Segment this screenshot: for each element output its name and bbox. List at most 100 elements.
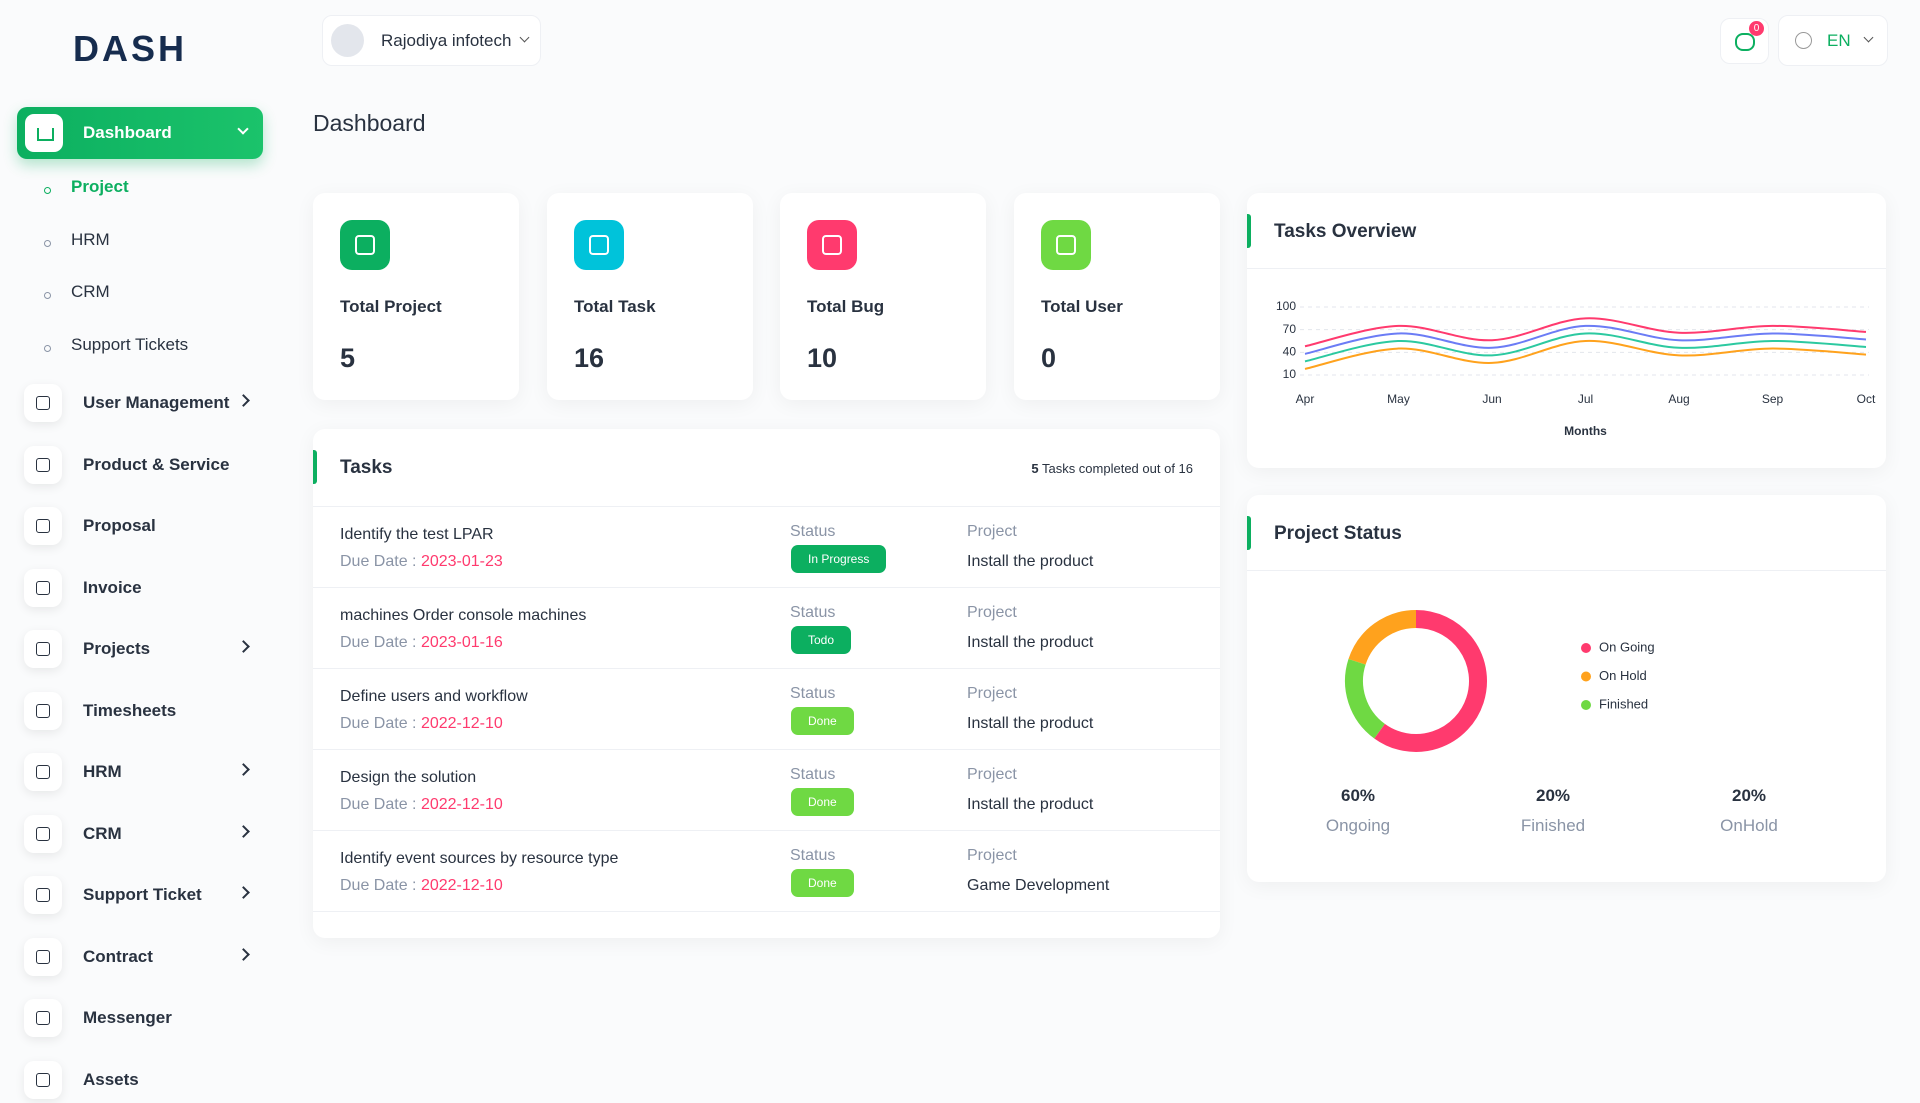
chevron	[237, 394, 250, 407]
project-label: Project	[967, 685, 1017, 702]
project-name: Install the product	[967, 715, 1094, 732]
divider	[313, 506, 1220, 507]
menu-item[interactable]: Contract	[0, 936, 260, 980]
chat-icon	[1735, 33, 1755, 51]
due-line: Due Date : 2023-01-16	[340, 634, 503, 652]
logo[interactable]: DASH	[73, 28, 188, 69]
icon	[36, 888, 50, 902]
stat-label: Total Project	[340, 297, 442, 316]
submenu-item[interactable]: CRM	[71, 282, 110, 302]
due-date: 2022-12-10	[420, 715, 503, 732]
user-dropdown[interactable]: Rajodiya infotech	[322, 15, 541, 66]
menu-label: Proposal	[83, 516, 156, 535]
due-label: Due Date :	[340, 553, 417, 570]
stat-card: Total User 0	[1014, 193, 1220, 400]
notification-button[interactable]: 0	[1720, 18, 1769, 64]
card-title: Tasks	[340, 457, 393, 478]
stat-card: Total Project 5	[313, 193, 519, 400]
card-title: Project Status	[1274, 523, 1402, 544]
menu-label: CRM	[83, 823, 122, 843]
icon	[36, 826, 50, 841]
icon	[36, 457, 50, 472]
icon-box	[25, 114, 63, 152]
menu-label: Contract	[83, 946, 153, 966]
status-label: Status	[790, 604, 836, 621]
project-label: Project	[967, 847, 1017, 864]
icon-box	[24, 937, 62, 976]
menu-label: Support Ticket	[83, 885, 202, 904]
menu-item[interactable]: Timesheets	[0, 690, 260, 734]
icon	[36, 765, 50, 779]
summary-percent: 20%	[1731, 786, 1767, 805]
submenu-item[interactable]: HRM	[71, 229, 110, 249]
chevron	[237, 763, 250, 776]
menu-item[interactable]: Support Ticket	[0, 874, 260, 918]
icon	[36, 949, 50, 964]
icon-box	[24, 753, 62, 791]
submenu-dot	[44, 239, 51, 247]
due-date: 2022-12-10	[420, 796, 503, 813]
status-label: Status	[790, 766, 836, 783]
submenu-item[interactable]: Project	[71, 177, 129, 196]
icon	[36, 1011, 50, 1025]
status-label: Status	[790, 685, 836, 702]
icon-box	[24, 507, 62, 545]
status-label: Status	[790, 523, 836, 540]
summary-label: Ongoing	[1325, 816, 1391, 835]
home-icon	[37, 128, 54, 141]
menu-item[interactable]: HRM	[0, 751, 260, 795]
due-line: Due Date : 2023-01-23	[340, 553, 503, 571]
glyph	[1056, 235, 1076, 255]
due-date: 2023-01-23	[420, 553, 503, 570]
tasks-card: Tasks 5 Tasks completed out of 16 Identi…	[313, 429, 1220, 938]
icon-box	[24, 691, 62, 730]
chevron	[237, 640, 250, 653]
stat-value: 16	[574, 343, 605, 373]
icon-box	[24, 445, 62, 484]
language-dropdown[interactable]: EN	[1778, 15, 1888, 66]
menu-label: Product & Service	[83, 454, 230, 474]
project-name: Install the product	[967, 634, 1094, 651]
project-label: Project	[967, 766, 1017, 783]
due-label: Due Date :	[340, 715, 417, 732]
status-badge: Todo	[791, 626, 852, 654]
task-title: Design the solution	[340, 769, 477, 786]
submenu-dot	[44, 187, 51, 194]
menu-item[interactable]: Invoice	[0, 567, 260, 611]
stat-value: 5	[340, 343, 356, 373]
menu-item[interactable]: Assets	[0, 1059, 260, 1103]
menu-item[interactable]: Projects	[0, 628, 260, 672]
icon-box	[24, 876, 62, 914]
project-name: Game Development	[967, 877, 1110, 894]
completed-text: Tasks completed out of 16	[1041, 461, 1193, 476]
stat-icon	[574, 220, 624, 270]
menu-item[interactable]: Proposal	[0, 505, 260, 549]
task-row: Identify the test LPAR Due Date : 2023-01…	[313, 507, 1220, 588]
status-badge: Done	[791, 788, 854, 816]
tasks-overview-card: Tasks Overview	[1247, 193, 1886, 468]
page-title: Dashboard	[313, 110, 426, 136]
due-line: Due Date : 2022-12-10	[340, 877, 503, 895]
menu-item[interactable]: User Management	[0, 382, 260, 426]
menu-item[interactable]: Messenger	[0, 997, 260, 1041]
submenu-dot	[44, 345, 51, 353]
stat-label: Total Bug	[807, 297, 885, 316]
chevron	[237, 824, 250, 838]
task-title: Identify event sources by resource type	[340, 850, 619, 867]
task-title: Define users and workflow	[340, 688, 528, 705]
menu-item-active[interactable]: Dashboard	[17, 107, 263, 159]
task-row: machines Order console machines Due Date …	[313, 588, 1220, 669]
submenu-item[interactable]: Support Tickets	[71, 335, 189, 355]
task-title: Identify the test LPAR	[340, 526, 494, 543]
due-label: Due Date :	[340, 877, 417, 894]
summary-percent: 20%	[1535, 786, 1571, 805]
menu-item[interactable]: CRM	[0, 813, 260, 857]
menu-item[interactable]: Product & Service	[0, 444, 260, 488]
status-badge: Done	[791, 707, 854, 735]
menu-label: HRM	[83, 762, 122, 781]
summary-percent: 60%	[1340, 786, 1376, 805]
icon	[36, 642, 50, 656]
task-row: Design the solution Due Date : 2022-12-10…	[313, 750, 1220, 831]
stat-label: Total Task	[574, 297, 656, 316]
glyph	[355, 235, 375, 255]
